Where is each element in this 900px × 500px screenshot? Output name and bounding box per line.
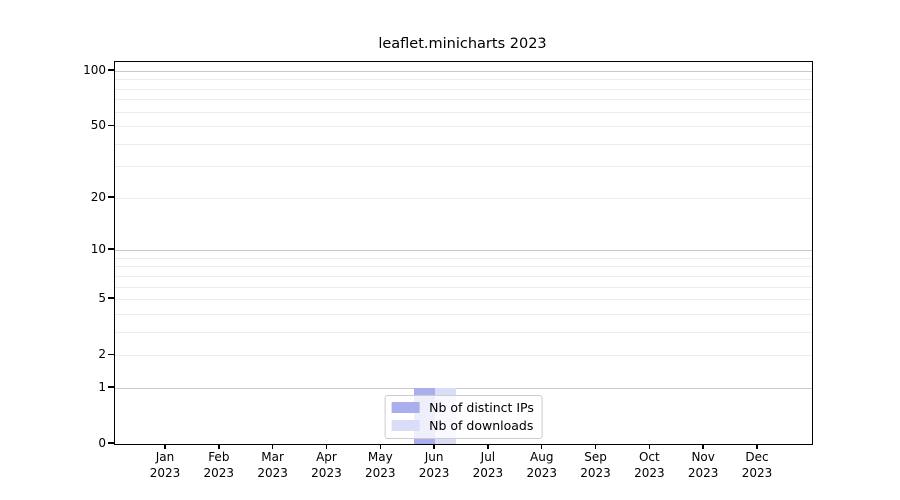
x-tick-mark [648, 444, 651, 449]
legend: Nb of distinct IPs Nb of downloads [384, 395, 543, 439]
y-tick-mark [108, 69, 114, 71]
legend-swatch-downloads-icon [391, 420, 420, 431]
gridline-major [115, 71, 812, 72]
y-tick-mark [108, 442, 114, 444]
x-tick-label: Dec 2023 [741, 450, 773, 480]
gridline-minor [115, 313, 812, 315]
x-tick-label: Nov 2023 [687, 450, 719, 480]
gridline-major [115, 387, 812, 389]
x-tick-mark [756, 444, 758, 449]
x-tick-label: Jul 2023 [472, 450, 504, 480]
y-tick-mark [108, 297, 114, 299]
y-tick-mark [108, 386, 114, 388]
x-tick-mark [541, 444, 543, 449]
y-tick-label: 50 [90, 118, 106, 133]
y-tick-label: 10 [90, 242, 106, 257]
gridline-minor [115, 166, 812, 168]
gridline-minor [115, 126, 812, 128]
x-tick-label: Oct 2023 [634, 450, 665, 480]
x-tick-label: Feb 2023 [203, 450, 235, 480]
gridline-minor [115, 99, 812, 101]
chart-title: leaflet.minicharts 2023 [378, 36, 547, 52]
gridline-minor [115, 143, 812, 145]
gridline-minor [115, 88, 812, 90]
x-tick-mark [164, 444, 166, 449]
gridline-minor [115, 79, 812, 81]
x-tick-label: May 2023 [364, 450, 396, 480]
x-tick-mark [487, 444, 489, 449]
x-tick-mark [594, 444, 597, 449]
gridline-minor [115, 286, 812, 288]
x-tick-label: Jan 2023 [149, 450, 181, 480]
x-tick-label: Sep 2023 [580, 450, 611, 480]
x-tick-label: Mar 2023 [257, 450, 288, 480]
x-tick-mark [325, 444, 328, 449]
y-tick-label: 20 [90, 189, 106, 204]
x-tick-label: Aug 2023 [526, 450, 557, 480]
y-tick-label: 5 [98, 291, 106, 306]
x-tick-mark [379, 444, 381, 449]
gridline-minor [115, 275, 812, 277]
y-tick-label: 0 [98, 436, 106, 450]
gridline-minor [115, 111, 812, 113]
x-tick-mark [271, 444, 274, 449]
y-tick-mark [108, 353, 114, 355]
gridline-minor [115, 197, 812, 199]
y-tick-label: 1 [98, 379, 106, 394]
gridline-minor [115, 331, 812, 333]
gridline-minor [115, 257, 812, 259]
gridline-minor [115, 266, 812, 268]
gridline-major [115, 250, 812, 252]
legend-item-distinct-ips: Nb of distinct IPs [391, 400, 534, 415]
y-tick-label: 100 [83, 63, 106, 77]
x-tick-mark [702, 444, 704, 449]
y-tick-mark [108, 124, 114, 126]
x-tick-label: Jun 2023 [418, 450, 450, 480]
legend-swatch-distinct-ips-icon [391, 402, 420, 413]
x-tick-mark [218, 444, 220, 449]
legend-item-downloads: Nb of downloads [391, 418, 534, 433]
legend-label-distinct-ips: Nb of distinct IPs [429, 400, 534, 415]
y-tick-mark [108, 196, 114, 198]
x-tick-mark [433, 444, 435, 449]
x-tick-label: Apr 2023 [311, 450, 342, 480]
gridline-minor [115, 355, 812, 357]
y-tick-mark [108, 248, 114, 250]
gridline-minor [115, 299, 812, 301]
legend-label-downloads: Nb of downloads [429, 418, 534, 433]
plot-area: Nb of distinct IPs Nb of downloads [114, 61, 813, 445]
y-tick-label: 2 [98, 347, 106, 362]
